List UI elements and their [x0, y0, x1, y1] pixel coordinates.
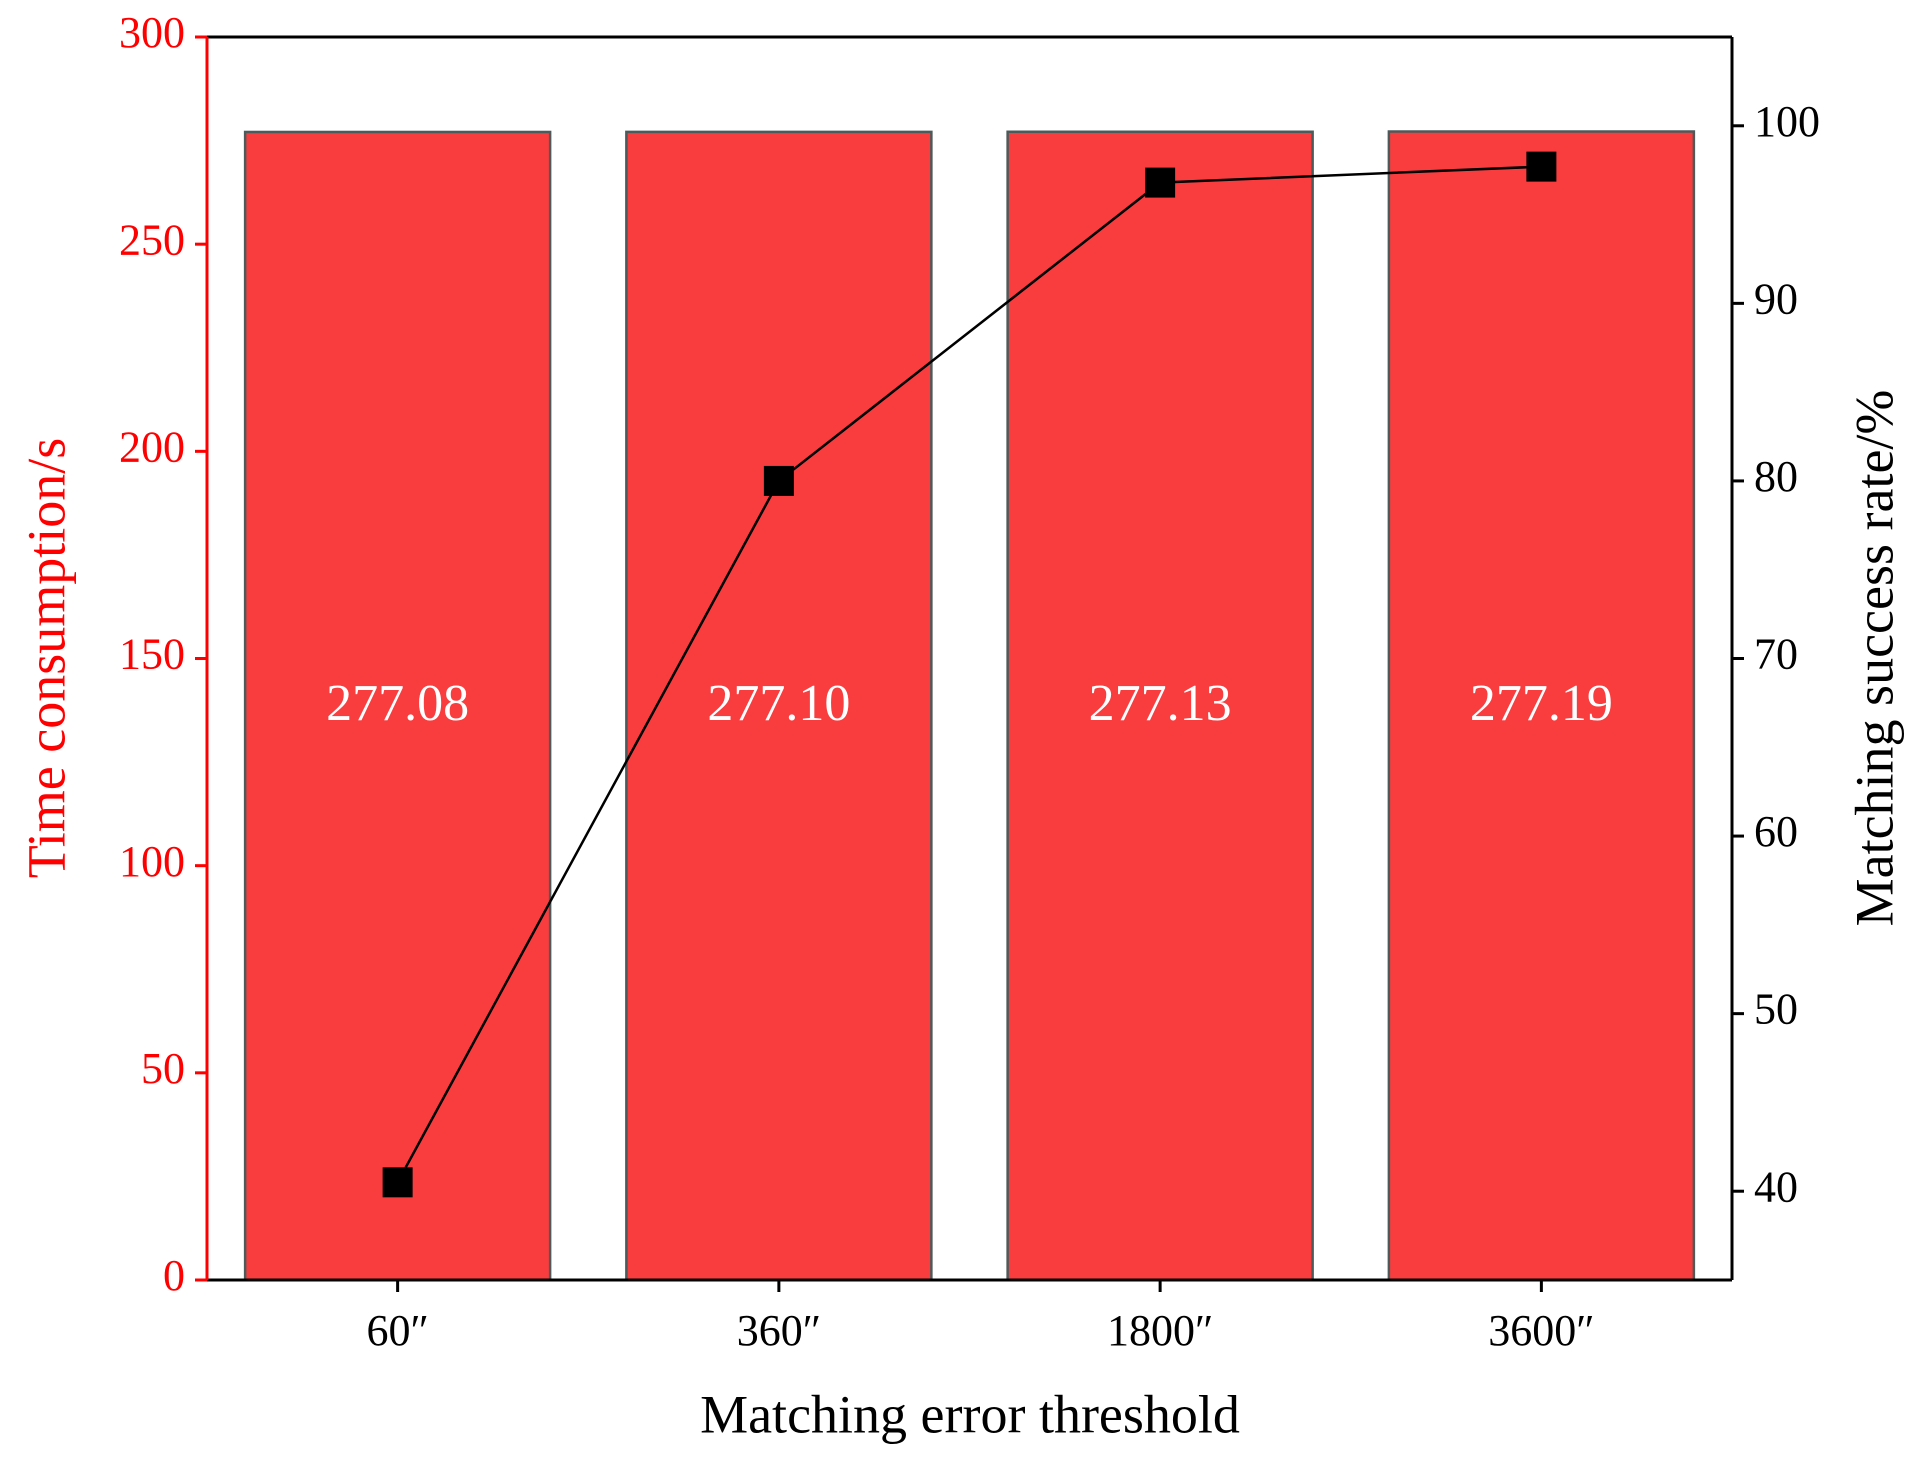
y-tick-label: 100: [119, 837, 185, 886]
y-tick-label: 50: [141, 1044, 185, 1093]
y-tick-label: 0: [163, 1251, 185, 1300]
y2-tick-label: 60: [1754, 807, 1798, 856]
value-label: 277.19: [1470, 675, 1613, 732]
bar: [1387, 130, 1696, 1282]
x-tick-label: 1800″: [1107, 1306, 1213, 1355]
x-axis-label: Matching error threshold: [700, 1384, 1240, 1444]
y-tick-label: 150: [119, 630, 185, 679]
y2-tick-label: 50: [1754, 985, 1798, 1034]
x-tick-label: 360″: [737, 1306, 821, 1355]
marker: [763, 465, 794, 496]
y2-tick-label: 100: [1754, 97, 1820, 146]
marker: [1145, 167, 1176, 198]
y2-tick-label: 90: [1754, 274, 1798, 323]
marker: [382, 1167, 413, 1198]
value-label: 277.08: [326, 675, 469, 732]
y2-tick-label: 80: [1754, 452, 1798, 501]
bar: [625, 130, 933, 1282]
y-tick-label: 300: [119, 8, 185, 57]
value-label: 277.13: [1089, 675, 1232, 732]
y2-tick-label: 70: [1754, 630, 1798, 679]
y2-tick-label: 40: [1754, 1162, 1798, 1211]
line: [396, 165, 1542, 1183]
marker: [1526, 151, 1557, 182]
y-tick-label: 250: [119, 215, 185, 264]
bar: [243, 130, 552, 1282]
x-tick-label: 60″: [366, 1306, 428, 1355]
y-axis-label: Time consumption/s: [16, 438, 76, 879]
x-tick-label: 3600″: [1488, 1306, 1594, 1355]
value-label: 277.10: [707, 675, 850, 732]
y-tick-label: 200: [119, 422, 185, 471]
bar: [1006, 130, 1314, 1282]
y2-axis-label: Matching success rate/%: [1844, 390, 1904, 927]
